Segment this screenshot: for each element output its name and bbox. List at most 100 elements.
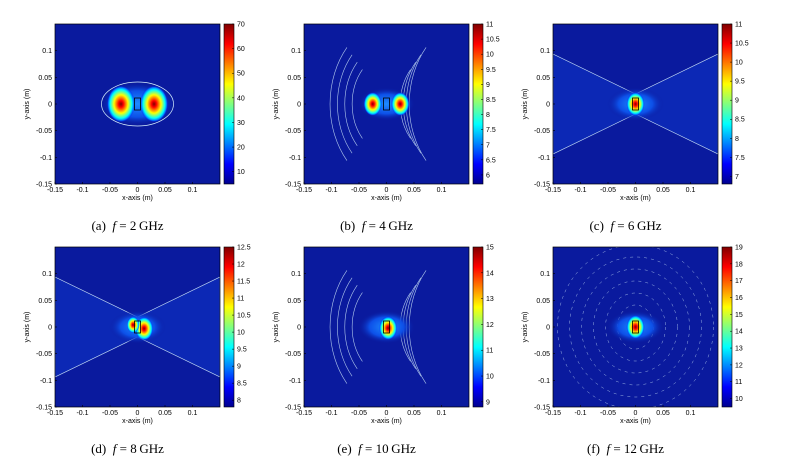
y-tick-label: 0.1 [291,48,301,55]
x-tick-label: -0.15 [47,410,63,417]
caption-unit: GHz [137,441,164,456]
y-tick-label: 0 [48,102,52,109]
caption-label: (e) [337,441,358,456]
panel-caption: (f) f = 12 GHz [587,441,664,456]
x-axis-label: x-axis (m) [371,195,402,202]
y-axis-label: y-axis (m) [24,312,31,343]
colorbar-tick-label: 6 [486,172,490,179]
caption-equals: = [365,218,379,233]
contour-arc [351,69,363,139]
contour-ring [605,292,666,362]
colorbar-tick-label: 11 [486,22,493,29]
x-tick-label: 0.05 [656,187,670,194]
hotspot [626,92,645,116]
x-tick-label: -0.05 [600,410,616,417]
caption-value: 12 [624,441,637,456]
colorbar-tick-label: 10.5 [735,41,749,48]
contour-ring [593,280,678,374]
colorbar-tick-label: 10 [486,52,494,59]
hotspot [379,316,398,340]
caption-equals: = [116,441,130,456]
colorbar-tick-label: 8.5 [486,97,496,104]
caption-equals: = [610,441,624,456]
contour-arc [344,62,358,146]
colorbar-tick-label: 17 [735,278,743,285]
colorbar-tick-label: 9.5 [486,67,496,74]
caption-equals: = [614,218,628,233]
x-tick-label: -0.1 [325,410,337,417]
colorbar-tick-label: 10 [735,396,743,403]
hotspot [140,85,168,123]
x-tick-label: -0.05 [102,410,118,417]
colorbar-tick-label: 10 [486,374,494,381]
colorbar-tick-label: 50 [237,71,245,78]
y-tick-label: -0.1 [538,378,550,385]
colorbar-tick-label: 8.5 [735,117,745,124]
y-tick-label: -0.05 [36,128,52,135]
panel-caption: (e) f = 10 GHz [337,441,416,456]
contour-arc [329,47,348,161]
x-tick-label: -0.05 [102,187,118,194]
y-tick-label: 0.1 [42,48,52,55]
colorbar-tick-label: 8 [237,398,241,405]
panel-e: -0.15 -0.1 -0.05 0 0.05 0.1 -0.15 -0.1 -0.05 0 0.0… [273,245,494,457]
caption-label: (f) [587,441,607,456]
x-axis-label: x-axis (m) [371,418,402,425]
caption-unit: GHz [389,441,416,456]
y-tick-label: -0.15 [534,405,550,412]
colorbar-tick-label: 9 [486,399,490,406]
caption-value: 8 [130,441,137,456]
y-axis-label: y-axis (m) [24,89,31,120]
panel-b: -0.15 -0.1 -0.05 0 0.05 0.1 -0.15 -0.1 -0.05 0 0.0… [273,22,500,234]
y-tick-label: -0.1 [289,155,301,162]
y-tick-label: 0.1 [540,271,550,278]
colorbar-tick-label: 7.5 [735,155,745,162]
y-tick-label: 0.05 [287,75,301,82]
panel-caption: (c) f = 6 GHz [589,218,661,233]
colorbar-tick-label: 18 [735,261,743,268]
contour-arc [351,292,363,362]
field-layer [55,276,220,378]
colorbar-tick-label: 60 [237,46,245,53]
y-axis-label: y-axis (m) [522,89,529,120]
field-layer [329,270,427,384]
device-outline [383,97,390,111]
y-tick-label: 0.05 [536,75,550,82]
panel-caption: (d) f = 8 GHz [91,441,164,456]
colorbar-tick-label: 7.5 [486,127,496,134]
x-tick-label: -0.1 [76,187,88,194]
y-tick-label: 0 [546,102,550,109]
panel-c: -0.15 -0.1 -0.05 0 0.05 0.1 -0.15 -0.1 -0.05 0 0.0… [522,22,749,234]
contour-ring [581,268,690,386]
device-outline [383,320,390,334]
panel-d: -0.15 -0.1 -0.05 0 0.05 0.1 -0.15 -0.1 -0.05 0 0.0… [24,245,251,457]
colorbar-tick-label: 9 [735,98,739,105]
hotspot [107,85,135,123]
y-axis-label: y-axis (m) [273,312,280,343]
colorbar-tick-label: 10.5 [237,313,251,320]
colorbar-tick-label: 12.5 [237,245,251,252]
colorbar [721,23,733,185]
x-axis-label: x-axis (m) [620,195,651,202]
y-tick-label: -0.1 [40,155,52,162]
caption-value: 10 [376,441,389,456]
colorbar-tick-label: 10 [237,330,245,337]
x-tick-label: -0.15 [296,187,312,194]
colorbar [223,23,235,185]
x-tick-label: 0.05 [158,187,172,194]
caption-label: (b) [340,218,362,233]
colorbar-tick-label: 9.5 [237,347,247,354]
y-tick-label: 0 [546,325,550,332]
y-tick-label: -0.1 [40,378,52,385]
contour-arc [329,270,348,384]
caption-unit: GHz [136,218,163,233]
contour-outline [101,81,174,127]
field-layer [329,47,427,161]
colorbar-tick-label: 9.5 [735,79,745,86]
colorbar [472,246,484,408]
colorbar-tick-label: 12 [735,362,743,369]
caption-variable: f [113,441,119,456]
panel-a: -0.15 -0.1 -0.05 0 0.05 0.1 -0.15 -0.1 -0.05 0 0.0… [24,22,245,234]
panel-caption: (b) f = 4 GHz [340,218,413,233]
